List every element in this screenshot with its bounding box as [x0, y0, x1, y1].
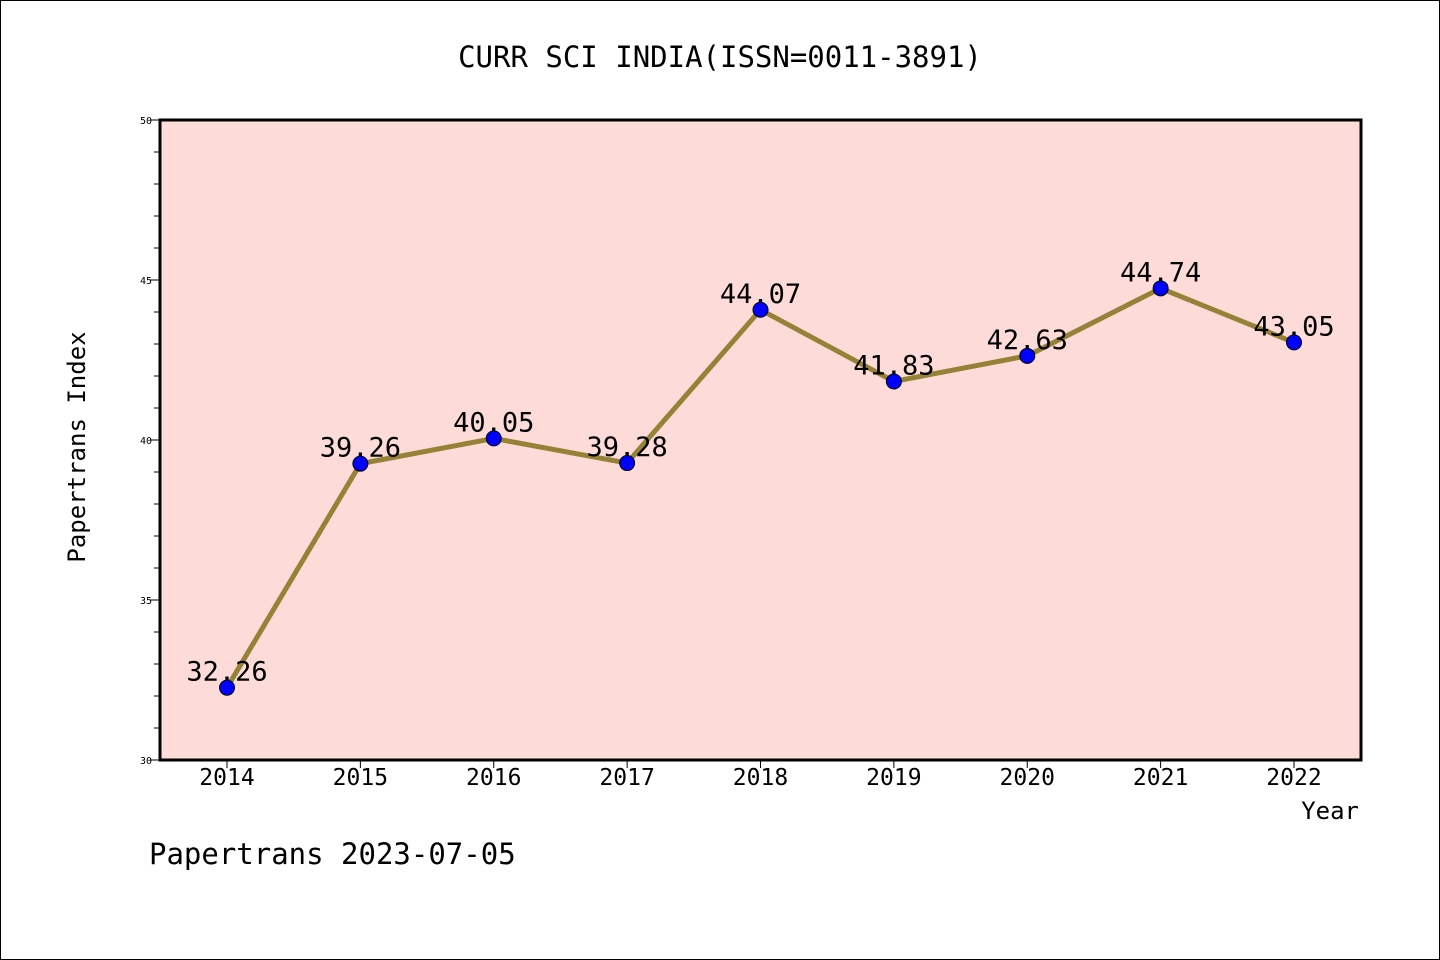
x-tick-label: 2017 [599, 765, 654, 791]
x-tick-label: 2021 [1133, 765, 1188, 791]
y-axis-label: Papertrans Index [63, 331, 91, 562]
data-point [1019, 347, 1036, 364]
chart-title: CURR SCI INDIA(ISSN=0011-3891) [458, 40, 982, 74]
data-point [352, 455, 369, 472]
data-point [485, 430, 502, 447]
plot-area [158, 118, 1363, 762]
y-tick-label: 30 [140, 756, 152, 767]
x-tick-label: 2016 [466, 765, 521, 791]
y-tick-label: 40 [140, 436, 152, 447]
data-point [219, 679, 235, 696]
data-point [752, 301, 769, 318]
y-tick-label: 50 [140, 116, 152, 127]
y-axis: 30 35 40 45 50 [140, 116, 160, 767]
data-point [1286, 334, 1302, 351]
x-tick-label: 2014 [199, 765, 254, 791]
x-tick-label: 2018 [733, 765, 788, 791]
x-tick-label: 2019 [866, 765, 921, 791]
y-tick-label: 45 [140, 276, 152, 287]
data-point [1152, 280, 1169, 297]
data-point [619, 455, 636, 472]
x-axis-label: Year [1301, 797, 1359, 825]
x-axis: 2014 2015 2016 2017 2018 2019 2020 2021 2022 [199, 760, 1322, 791]
x-tick-label: 2020 [1000, 765, 1055, 791]
y-tick-label: 35 [140, 596, 152, 607]
footer-note: Papertrans 2023-07-05 [149, 837, 516, 871]
x-tick-label: 2022 [1266, 765, 1321, 791]
x-tick-label: 2015 [333, 765, 388, 791]
series-layer: 32.2639.2640.0539.2844.0741.8342.6344.74… [186, 257, 1335, 696]
data-point [885, 373, 902, 390]
